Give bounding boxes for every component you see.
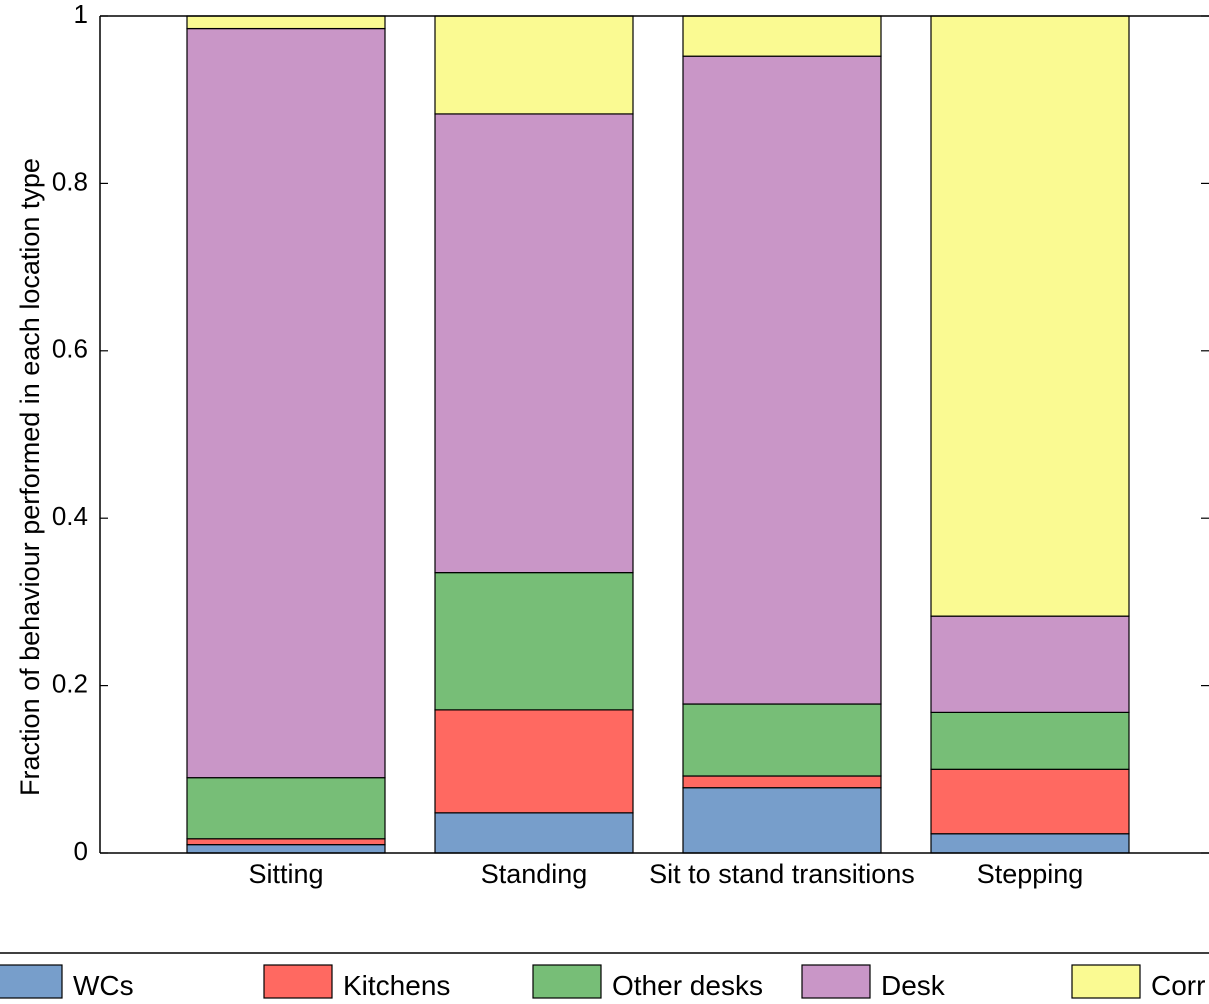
y-tick-label: 0 [74, 836, 88, 866]
bar-stepping-kitchens [930, 768, 1130, 835]
x-tick-label-sitting: Sitting [248, 859, 323, 889]
bar-standing-wcs [434, 812, 634, 854]
y-tick-label: 0.8 [52, 166, 88, 196]
axes-group [99, 15, 1209, 854]
bar-standing-other-desks [434, 572, 634, 711]
legend-label-other-desks: Other desks [612, 970, 763, 1001]
y-tick-label: 0.6 [52, 334, 88, 364]
legend-swatch-kitchens [263, 964, 333, 999]
bar-sitting-corr [186, 15, 386, 30]
bar-sitting-kitchens [186, 838, 386, 846]
legend-swatch-wcs [0, 964, 63, 999]
y-tick-label: 0.2 [52, 668, 88, 698]
legend-label-desk: Desk [881, 970, 946, 1001]
bar-sit-to-stand-transitions-desk [682, 55, 882, 705]
bar-stepping-other-desks [930, 711, 1130, 770]
bar-sit-to-stand-transitions-other-desks [682, 703, 882, 777]
x-tick-label-standing: Standing [481, 859, 588, 889]
bar-sit-to-stand-transitions-wcs [682, 787, 882, 854]
bar-standing-kitchens [434, 709, 634, 814]
bar-sit-to-stand-transitions-kitchens [682, 775, 882, 789]
y-ticks-group: 0 0.2 0.4 0.6 0.8 1 [52, 0, 1209, 866]
legend-label-corr: Corr [1151, 970, 1205, 1001]
bar-standing-corr [434, 15, 634, 115]
y-tick-label: 0.4 [52, 501, 88, 531]
legend-label-wcs: WCs [73, 970, 134, 1001]
y-tick-label: 1 [74, 0, 88, 29]
legend-label-kitchens: Kitchens [343, 970, 450, 1001]
bar-sitting-desk [186, 27, 386, 779]
bars-group [186, 15, 1130, 854]
bar-stepping-wcs [930, 833, 1130, 854]
bar-stepping-corr [930, 15, 1130, 617]
category-labels-group: Sitting Standing Sit to stand transitions S… [248, 859, 1083, 889]
legend-swatch-desk [801, 964, 871, 999]
bar-sit-to-stand-transitions-corr [682, 15, 882, 57]
bar-stepping-desk [930, 615, 1130, 713]
x-tick-label-sit-to-stand-transitions: Sit to stand transitions [649, 859, 915, 889]
legend: WCs Kitchens Other desks Desk Corr [0, 964, 1205, 1001]
bar-standing-desk [434, 113, 634, 574]
y-axis-label: Fraction of behaviour performed in each … [15, 158, 45, 796]
bar-sitting-wcs [186, 844, 386, 854]
legend-swatch-other-desks [532, 964, 602, 999]
bar-sitting-other-desks [186, 777, 386, 840]
legend-swatch-corr [1071, 964, 1141, 999]
x-tick-label-stepping: Stepping [977, 859, 1084, 889]
